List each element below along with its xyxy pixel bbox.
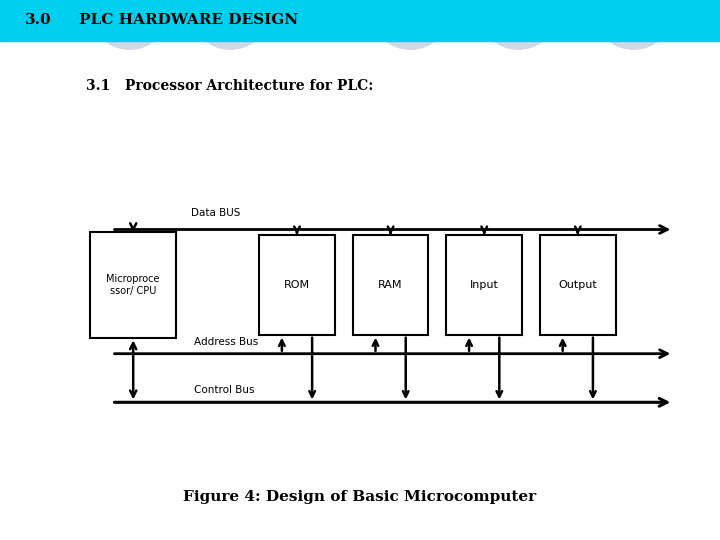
- Ellipse shape: [479, 0, 558, 50]
- Text: RAM: RAM: [378, 280, 403, 290]
- Text: Data BUS: Data BUS: [191, 207, 240, 218]
- Text: PLC HARDWARE DESIGN: PLC HARDWARE DESIGN: [79, 14, 298, 27]
- Bar: [353, 235, 428, 335]
- Bar: [259, 235, 335, 335]
- Text: ROM: ROM: [284, 280, 310, 290]
- Ellipse shape: [594, 0, 673, 50]
- Text: Output: Output: [559, 280, 597, 290]
- Bar: [0, 0, 720, 40]
- Text: 3.1   Processor Architecture for PLC:: 3.1 Processor Architecture for PLC:: [86, 79, 374, 93]
- Text: Figure 4: Design of Basic Microcomputer: Figure 4: Design of Basic Microcomputer: [184, 490, 536, 504]
- Text: Input: Input: [469, 280, 499, 290]
- Text: Microproce
ssor/ CPU: Microproce ssor/ CPU: [107, 274, 160, 296]
- Ellipse shape: [371, 0, 450, 50]
- Ellipse shape: [191, 0, 270, 50]
- Bar: [540, 235, 616, 335]
- Ellipse shape: [90, 0, 169, 50]
- Text: Control Bus: Control Bus: [194, 385, 255, 395]
- Bar: [446, 235, 522, 335]
- Text: Address Bus: Address Bus: [194, 336, 258, 347]
- Text: 3.0: 3.0: [25, 14, 52, 27]
- Bar: [90, 232, 176, 338]
